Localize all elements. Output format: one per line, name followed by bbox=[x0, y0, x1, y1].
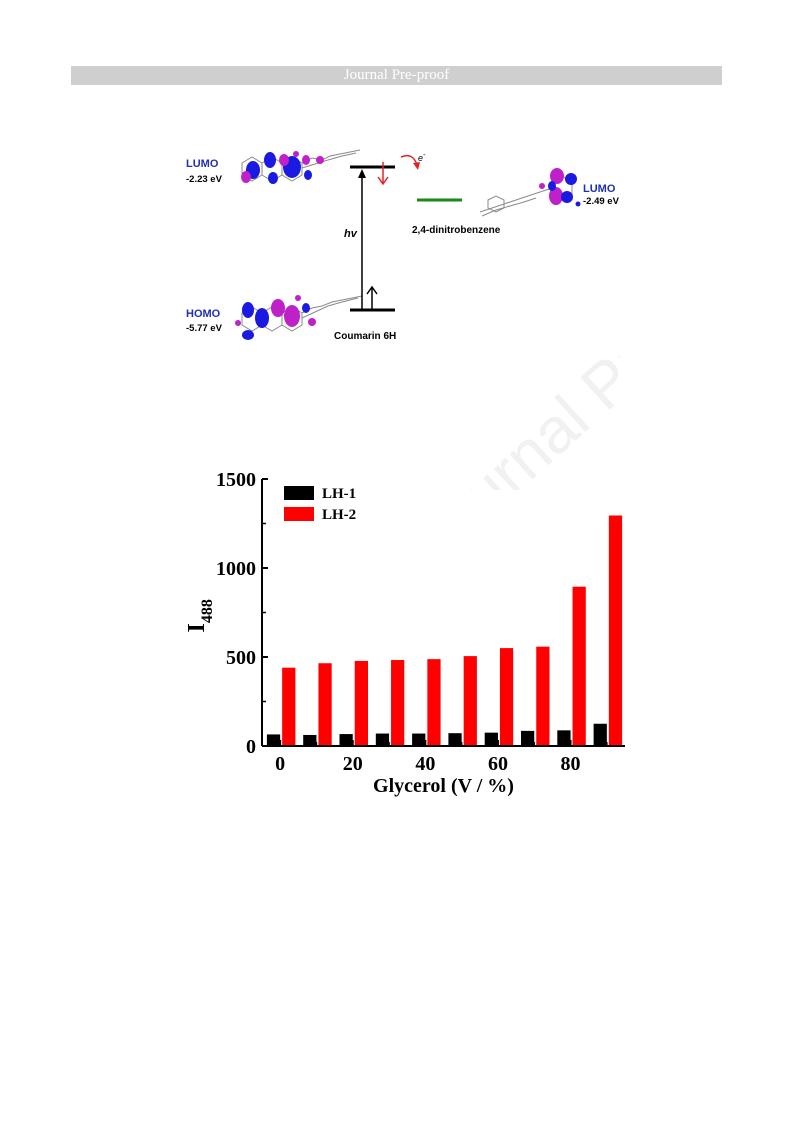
legend-swatch-lh-1 bbox=[284, 486, 314, 500]
donor-lumo-molecule bbox=[241, 149, 361, 184]
bar-lh-2-5 bbox=[463, 656, 477, 746]
legend-swatch-lh-2 bbox=[284, 507, 314, 521]
acceptor-name: 2,4-dinitrobenzene bbox=[412, 225, 501, 236]
donor-lumo-energy: -2.23 eV bbox=[186, 174, 223, 185]
bar-lh-2-4 bbox=[427, 659, 441, 746]
bar-chart: 0 500 1000 1500 0 20 40 60 80 Glycerol (V / %) I48… bbox=[184, 469, 625, 797]
x-tick-label-4: 80 bbox=[561, 753, 581, 775]
bar-lh-1-8 bbox=[557, 730, 571, 746]
y-tick-label-2: 1000 bbox=[216, 558, 256, 580]
donor-homo-label: HOMO bbox=[186, 308, 221, 320]
y-axis-label-subscript: 488 bbox=[199, 599, 216, 623]
journal-header-bar: Journal Pre-proof bbox=[71, 66, 722, 85]
journal-header-title: Journal Pre-proof bbox=[343, 67, 450, 83]
excitation-label: hv bbox=[344, 228, 358, 240]
donor-homo-energy: -5.77 eV bbox=[186, 323, 223, 334]
legend-label-lh-2: LH-2 bbox=[322, 507, 356, 523]
acceptor-molecule bbox=[479, 168, 581, 217]
bar-lh-1-7 bbox=[521, 730, 535, 746]
acceptor-lumo-energy: -2.49 eV bbox=[583, 196, 620, 207]
y-tick-label-3: 1500 bbox=[216, 469, 256, 491]
x-tick-label-2: 40 bbox=[415, 753, 435, 775]
bar-lh-1-3 bbox=[375, 733, 390, 746]
bar-lh-1-6 bbox=[484, 732, 498, 746]
bar-lh-2-0 bbox=[282, 667, 296, 746]
bar-lh-2-6 bbox=[499, 648, 514, 746]
x-axis-label: Glycerol (V / %) bbox=[373, 775, 514, 797]
bar-lh-1-4 bbox=[412, 733, 426, 746]
bar-lh-2-2 bbox=[354, 660, 368, 746]
donor-homo-molecule bbox=[235, 295, 363, 340]
x-tick-label-3: 60 bbox=[488, 753, 508, 775]
acceptor-lumo-label: LUMO bbox=[583, 183, 616, 195]
bar-lh-1-5 bbox=[448, 733, 462, 746]
bar-lh-2-9 bbox=[608, 515, 623, 746]
electron-label: e- bbox=[418, 152, 426, 163]
y-axis-label: I488 bbox=[184, 599, 216, 632]
bar-lh-2-1 bbox=[318, 663, 332, 746]
electron-charge: - bbox=[423, 152, 426, 159]
bar-lh-1-1 bbox=[303, 734, 317, 746]
legend-label-lh-1: LH-1 bbox=[322, 486, 356, 502]
bar-lh-1-2 bbox=[339, 734, 353, 746]
y-tick-label-1: 500 bbox=[226, 647, 256, 669]
donor-lumo-label: LUMO bbox=[186, 158, 219, 170]
x-tick-label-0: 0 bbox=[275, 753, 285, 775]
bar-lh-2-7 bbox=[536, 646, 550, 746]
bar-lh-1-9 bbox=[593, 723, 607, 746]
y-tick-label-0: 0 bbox=[246, 736, 256, 758]
bar-lh-2-8 bbox=[572, 586, 586, 746]
x-tick-label-1: 20 bbox=[343, 753, 363, 775]
bar-lh-1-0 bbox=[266, 734, 281, 746]
energy-level-diagram: LUMO -2.23 eV HOMO -5.77 eV hv e- bbox=[186, 149, 620, 342]
chart-plot-area: 0 500 1000 1500 0 20 40 60 80 Glycerol (V / %) I48… bbox=[184, 469, 625, 797]
bar-lh-2-3 bbox=[391, 660, 405, 746]
donor-name: Coumarin 6H bbox=[334, 331, 396, 342]
